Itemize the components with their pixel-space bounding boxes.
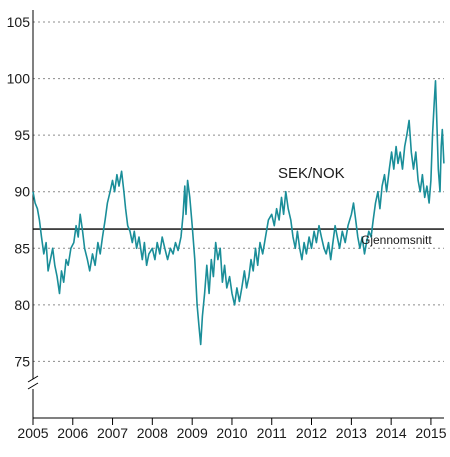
y-tick-label-105: 105 [7, 14, 31, 30]
gridlines [33, 21, 444, 362]
axes [27, 10, 444, 425]
reference-label-average: Gjennomsnitt [361, 233, 432, 247]
y-tick-label-95: 95 [14, 127, 30, 143]
x-tick-labels: 2005 2006 2007 2008 2009 2010 2011 2012 2013 2014… [17, 425, 446, 441]
y-tick-labels: 75 80 85 90 95 100 105 [7, 14, 31, 369]
x-tick-label-2015: 2015 [415, 425, 446, 441]
x-tick-label-2010: 2010 [216, 425, 247, 441]
series-label-sek-nok: SEK/NOK [278, 165, 345, 182]
x-tick-label-2012: 2012 [296, 425, 327, 441]
series-line-sek-nok [32, 80, 445, 346]
x-tick-label-2011: 2011 [257, 425, 287, 441]
y-tick-label-85: 85 [14, 240, 30, 256]
x-tick-label-2008: 2008 [137, 425, 168, 441]
x-tick-label-2007: 2007 [97, 425, 128, 441]
axis-break-mark-top [27, 375, 39, 383]
y-tick-label-100: 100 [7, 71, 31, 87]
x-tick-label-2014: 2014 [376, 425, 407, 441]
x-tick-label-2006: 2006 [57, 425, 88, 441]
y-tick-label-90: 90 [14, 184, 30, 200]
y-tick-label-75: 75 [14, 353, 30, 369]
x-tick-label-2009: 2009 [177, 425, 208, 441]
x-tick-label-2005: 2005 [17, 425, 48, 441]
series-lines [32, 80, 445, 346]
axis-break-mark-bottom [27, 382, 39, 390]
y-tick-label-80: 80 [14, 297, 30, 313]
x-tick-label-2013: 2013 [336, 425, 367, 441]
